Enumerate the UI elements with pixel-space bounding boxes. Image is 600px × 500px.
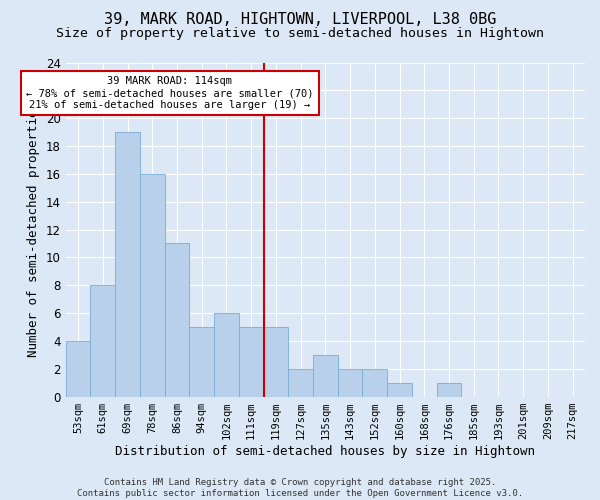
X-axis label: Distribution of semi-detached houses by size in Hightown: Distribution of semi-detached houses by … <box>115 444 535 458</box>
Bar <box>263 327 288 396</box>
Bar <box>437 382 461 396</box>
Text: Contains HM Land Registry data © Crown copyright and database right 2025.
Contai: Contains HM Land Registry data © Crown c… <box>77 478 523 498</box>
Text: Size of property relative to semi-detached houses in Hightown: Size of property relative to semi-detach… <box>56 28 544 40</box>
Bar <box>190 327 214 396</box>
Bar <box>164 244 190 396</box>
Bar <box>140 174 164 396</box>
Text: 39, MARK ROAD, HIGHTOWN, LIVERPOOL, L38 0BG: 39, MARK ROAD, HIGHTOWN, LIVERPOOL, L38 … <box>104 12 496 28</box>
Bar <box>115 132 140 396</box>
Bar <box>387 382 412 396</box>
Text: 39 MARK ROAD: 114sqm
← 78% of semi-detached houses are smaller (70)
21% of semi-: 39 MARK ROAD: 114sqm ← 78% of semi-detac… <box>26 76 313 110</box>
Bar <box>288 368 313 396</box>
Bar <box>66 341 91 396</box>
Bar <box>214 313 239 396</box>
Bar <box>338 368 362 396</box>
Bar <box>362 368 387 396</box>
Y-axis label: Number of semi-detached properties: Number of semi-detached properties <box>28 102 40 357</box>
Bar <box>313 355 338 397</box>
Bar <box>91 285 115 397</box>
Bar <box>239 327 263 396</box>
